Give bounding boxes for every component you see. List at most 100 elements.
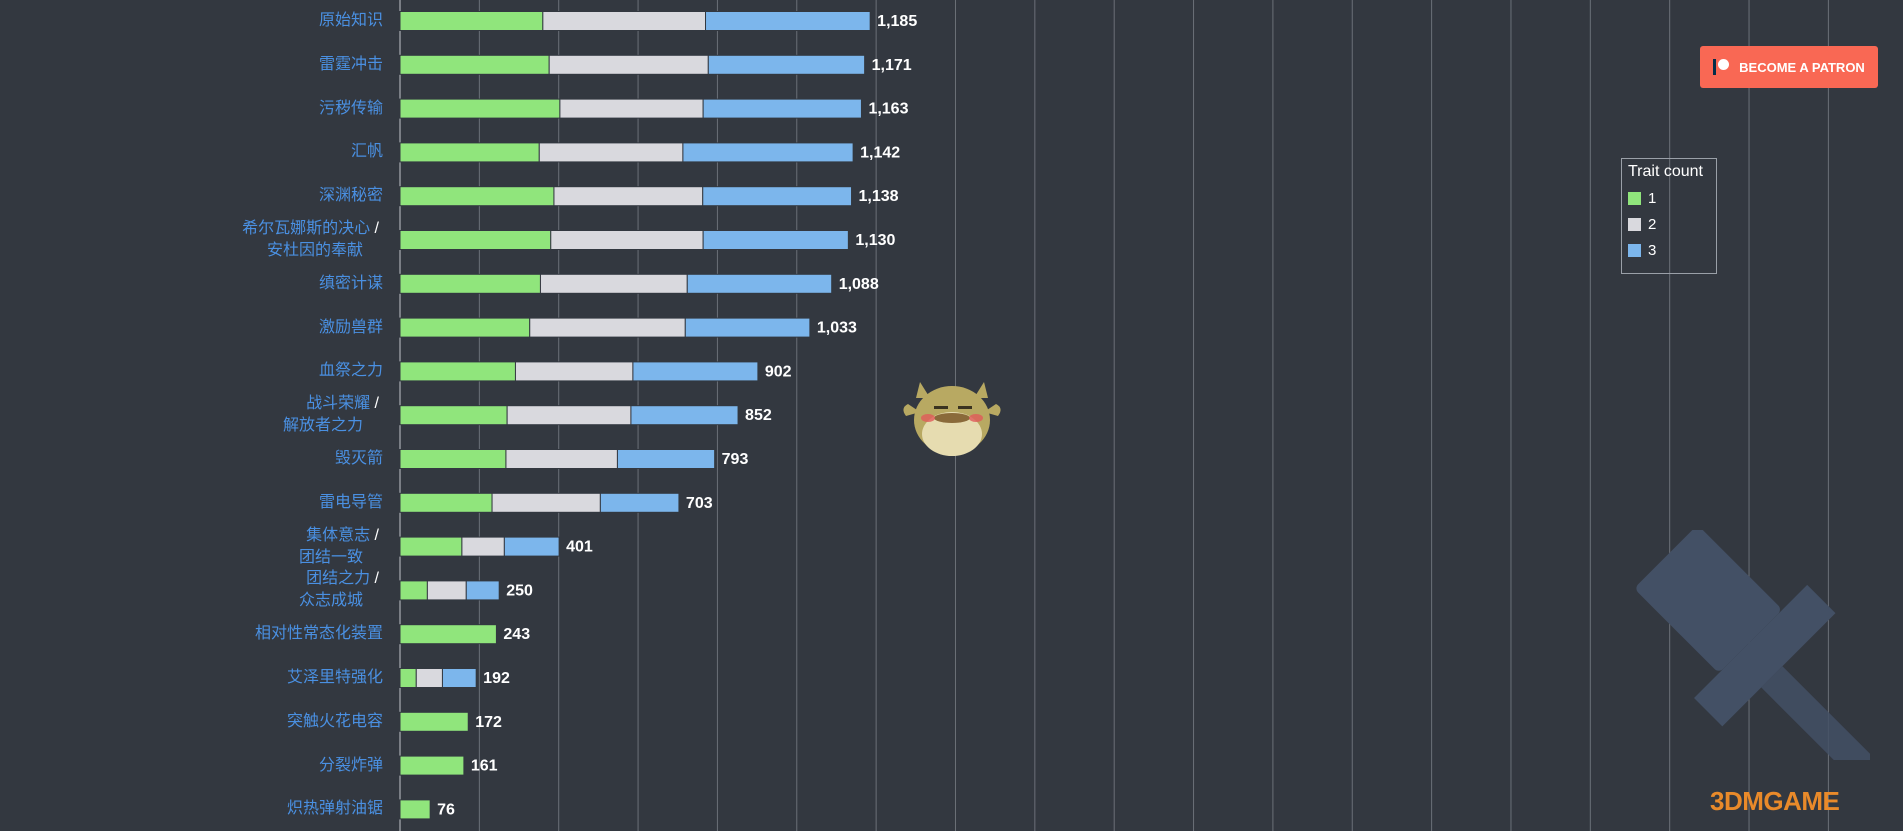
bar-segment-3[interactable] (632, 361, 759, 382)
bar-segment-2[interactable] (491, 492, 601, 513)
bar-segment-1[interactable] (399, 492, 493, 513)
category-label[interactable]: 缜密计谋 (319, 273, 383, 295)
bar-segment-2[interactable] (550, 230, 704, 250)
legend-item-3[interactable]: 3 (1628, 237, 1710, 263)
bar-segment-3[interactable] (705, 11, 871, 31)
bar-segment-2[interactable] (538, 142, 684, 163)
bar-segment-2[interactable] (548, 54, 709, 75)
bar-segment-1[interactable] (399, 54, 550, 75)
bar-segment-3[interactable] (684, 317, 811, 338)
category-label-line: 众志成城 (298, 592, 363, 610)
bar-segment-3[interactable] (599, 492, 680, 513)
bar-segment-3[interactable] (441, 668, 477, 688)
category-label-line: 团结之力 / (306, 570, 379, 588)
bar-segment-3[interactable] (503, 536, 560, 557)
bar-segment-3[interactable] (702, 98, 862, 119)
bar-segment-3[interactable] (702, 230, 849, 250)
category-label[interactable]: 深渊秘密 (319, 185, 383, 207)
legend-item-2[interactable]: 2 (1628, 211, 1710, 237)
category-separator: / (370, 526, 379, 544)
legend-title: Trait count (1628, 163, 1703, 180)
category-label-line: 雷霆冲击 (318, 55, 383, 73)
bar-segment-2[interactable] (542, 11, 707, 31)
bar-segment-3[interactable] (465, 580, 500, 601)
watermark: 3DMGAME (1710, 786, 1840, 816)
bar-segment-3[interactable] (682, 142, 854, 163)
bar-segment-2[interactable] (461, 536, 505, 557)
category-label-line: 缜密计谋 (318, 274, 383, 292)
category-label[interactable]: 污秽传输 (319, 98, 383, 120)
bar-total-label: 76 (437, 801, 455, 818)
category-label-line: 突触火花电容 (286, 712, 383, 730)
bar-segment-2[interactable] (514, 361, 634, 382)
category-label[interactable]: 血祭之力 (319, 360, 383, 382)
bar-segment-1[interactable] (399, 536, 463, 557)
bar-segment-1[interactable] (399, 186, 555, 207)
bar-segment-1[interactable] (399, 449, 507, 469)
bar-segment-1[interactable] (399, 405, 508, 426)
category-label-line: 毁灭箭 (334, 450, 383, 467)
bar-segment-2[interactable] (506, 405, 632, 426)
bar-total-label: 401 (566, 539, 593, 556)
bar-segment-1[interactable] (399, 711, 469, 732)
category-label[interactable]: 分裂炸弹 (319, 755, 383, 777)
category-label[interactable]: 相对性常态化装置 (255, 623, 383, 645)
category-label-line: 集体意志 / (306, 526, 379, 544)
bar-segment-1[interactable] (399, 317, 531, 338)
category-separator: / (370, 570, 379, 588)
bar-total-label: 1,171 (872, 57, 912, 74)
legend-swatch-1 (1628, 191, 1641, 205)
legend-item-1[interactable]: 1 (1628, 185, 1710, 211)
category-label[interactable]: 汇帆 (351, 141, 383, 163)
bar-segment-2[interactable] (415, 668, 443, 688)
bar-total-label: 1,130 (855, 232, 895, 249)
bar-segment-2[interactable] (426, 580, 467, 601)
category-label[interactable]: 激励兽群 (319, 317, 383, 339)
bar-segment-2[interactable] (553, 186, 704, 207)
bar-segment-3[interactable] (616, 449, 716, 469)
bar-total-label: 1,138 (859, 188, 899, 205)
category-label[interactable]: 雷电导管 (319, 492, 383, 514)
bar-segment-1[interactable] (399, 668, 417, 688)
legend-label-2: 2 (1648, 215, 1657, 233)
bar-segment-1[interactable] (399, 142, 540, 163)
become-patron-button[interactable]: BECOME A PATRON (1700, 46, 1878, 88)
bar-segment-3[interactable] (686, 273, 833, 294)
category-label[interactable]: 希尔瓦娜斯的决心 / 安杜因的奉献 (242, 218, 379, 262)
category-label[interactable]: 团结之力 / 众志成城 (299, 568, 379, 612)
bar-segment-1[interactable] (399, 624, 497, 645)
category-separator: / (370, 220, 379, 237)
category-label[interactable]: 雷霆冲击 (319, 54, 383, 76)
category-label[interactable]: 战斗荣耀 / 解放者之力 (283, 393, 379, 437)
legend-label-3: 3 (1648, 241, 1657, 259)
bar-segment-1[interactable] (399, 361, 516, 382)
category-label[interactable]: 炽热弹射油锯 (287, 798, 383, 820)
bar-segment-1[interactable] (399, 230, 552, 250)
category-label[interactable]: 突触火花电容 (287, 711, 383, 733)
category-label[interactable]: 毁灭箭 (335, 448, 383, 470)
bar-segment-1[interactable] (399, 98, 561, 119)
bar-segment-2[interactable] (505, 449, 618, 469)
bar-segment-3[interactable] (630, 405, 739, 426)
bar-total-label: 243 (503, 626, 530, 643)
category-label-line: 战斗荣耀 / (306, 395, 379, 413)
bar-segment-3[interactable] (702, 186, 853, 207)
bar-segment-1[interactable] (399, 755, 465, 776)
category-label[interactable]: 原始知识 (319, 10, 383, 32)
bar-segment-1[interactable] (399, 273, 541, 294)
bar-segment-2[interactable] (559, 98, 704, 119)
bar-segment-3[interactable] (707, 54, 866, 75)
category-label[interactable]: 艾泽里特强化 (287, 667, 383, 689)
category-label[interactable]: 集体意志 / 团结一致 (299, 525, 379, 569)
bar-segment-2[interactable] (539, 273, 688, 294)
bar-segment-1[interactable] (399, 799, 431, 820)
category-label-line: 污秽传输 (318, 99, 383, 117)
category-label-line: 解放者之力 (282, 417, 363, 435)
bar-total-label: 250 (506, 582, 533, 599)
bar-segment-1[interactable] (399, 580, 428, 601)
category-label-line: 炽热弹射油锯 (286, 800, 383, 818)
bar-segment-1[interactable] (399, 11, 544, 31)
bar-segment-2[interactable] (529, 317, 686, 338)
